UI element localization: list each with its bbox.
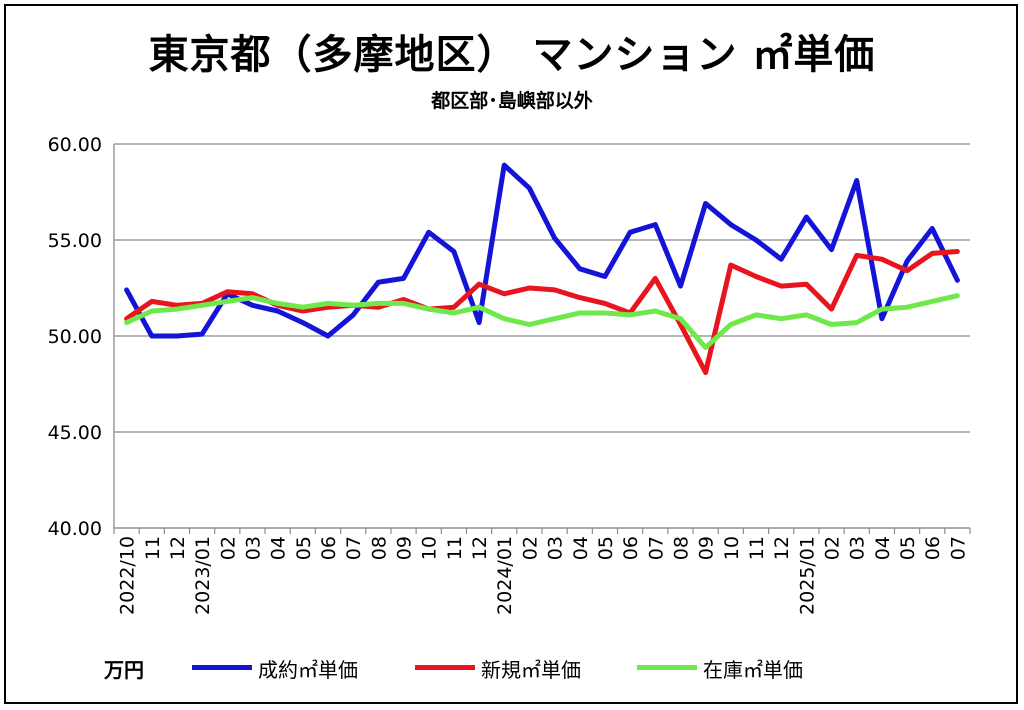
x-tick-label: 11 <box>444 536 466 560</box>
legend-label: 在庫㎡単価 <box>703 658 803 682</box>
chart-title: 東京都（多摩地区） マンション ㎡単価 <box>148 32 876 78</box>
x-tick-label: 06 <box>620 536 642 560</box>
y-tick-label: 55.00 <box>48 230 102 252</box>
chart-frame <box>4 4 1018 704</box>
x-tick-label: 06 <box>318 536 340 560</box>
y-tick-label: 40.00 <box>48 518 102 540</box>
y-tick-label: 50.00 <box>48 326 102 348</box>
x-tick-label: 05 <box>595 536 617 560</box>
chart-subtitle: 都区部･島嶼部以外 <box>431 90 593 112</box>
y-unit-label: 万円 <box>104 658 144 682</box>
x-tick-label: 10 <box>419 536 441 560</box>
x-tick-label: 12 <box>167 536 189 560</box>
x-tick-label: 11 <box>746 536 768 560</box>
legend-swatch <box>637 665 697 670</box>
x-tick-label: 02 <box>519 536 541 560</box>
legend-label: 成約㎡単価 <box>258 658 358 682</box>
x-tick-label: 07 <box>343 536 365 560</box>
series-line <box>124 293 960 350</box>
x-tick-label: 08 <box>670 536 692 560</box>
y-tick-label: 45.00 <box>48 422 102 444</box>
series-line <box>124 162 960 339</box>
x-tick-label: 02 <box>822 536 844 560</box>
x-tick-label: 04 <box>872 536 894 560</box>
x-tick-label: 2024/01 <box>494 536 516 615</box>
x-tick-label: 10 <box>721 536 743 560</box>
legend-swatch <box>192 665 252 670</box>
x-tick-label: 12 <box>771 536 793 560</box>
x-tick-label: 11 <box>142 536 164 560</box>
series-line <box>124 249 960 375</box>
x-tick-label: 2022/10 <box>117 536 139 615</box>
legend-swatch <box>415 665 475 670</box>
x-tick-label: 03 <box>545 536 567 560</box>
x-tick-label: 2023/01 <box>192 536 214 615</box>
x-tick-label: 07 <box>645 536 667 560</box>
x-tick-label: 03 <box>847 536 869 560</box>
x-tick-label: 12 <box>469 536 491 560</box>
x-tick-label: 07 <box>947 536 969 560</box>
y-tick-label: 60.00 <box>48 134 102 156</box>
x-tick-label: 02 <box>217 536 239 560</box>
x-tick-label: 09 <box>696 536 718 560</box>
x-tick-label: 08 <box>368 536 390 560</box>
x-tick-label: 2025/01 <box>796 536 818 615</box>
x-tick-label: 04 <box>268 536 290 560</box>
x-tick-label: 09 <box>394 536 416 560</box>
legend-label: 新規㎡単価 <box>481 658 581 682</box>
x-tick-label: 04 <box>570 536 592 560</box>
x-tick-label: 03 <box>242 536 264 560</box>
x-tick-label: 06 <box>922 536 944 560</box>
x-tick-label: 05 <box>293 536 315 560</box>
x-tick-label: 05 <box>897 536 919 560</box>
